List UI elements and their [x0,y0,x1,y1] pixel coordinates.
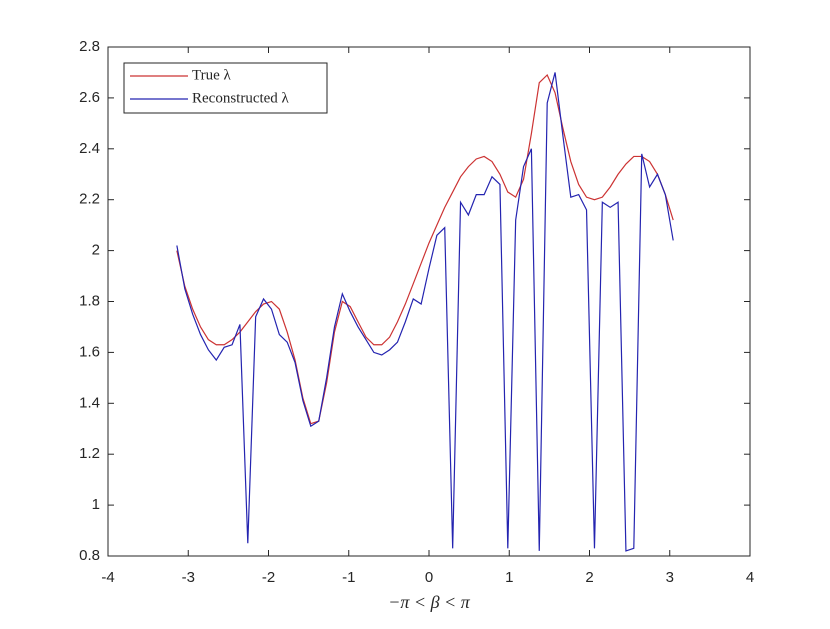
x-tick-label: -4 [101,569,114,586]
x-tick-label: 0 [425,569,433,586]
y-tick-label: 1.2 [79,445,100,462]
y-tick-label: 2.8 [79,38,100,55]
y-tick-label: 1.8 [79,292,100,309]
legend-box [123,62,328,114]
x-tick-label: 1 [505,569,513,586]
y-tick-label: 2.4 [79,140,100,157]
y-tick-label: 1.6 [79,343,100,360]
y-tick-label: 2.2 [79,191,100,208]
x-tick-label: 2 [585,569,593,586]
y-tick-label: 2.6 [79,89,100,106]
y-tick-label: 0.8 [79,547,100,564]
x-tick-label: 4 [746,569,754,586]
x-tick-label: 3 [666,569,674,586]
x-tick-label: -2 [262,569,275,586]
y-tick-label: 1.4 [79,394,100,411]
plot-area [107,46,751,557]
legend-label: True λ [192,67,232,83]
x-tick-label: -1 [342,569,355,586]
x-axis-label: −π < β < π [388,592,470,612]
x-tick-label: -3 [182,569,195,586]
y-tick-label: 1 [92,496,100,513]
y-tick-label: 2 [92,242,100,259]
series-line [176,72,674,552]
legend-label: Reconstructed λ [192,90,290,106]
